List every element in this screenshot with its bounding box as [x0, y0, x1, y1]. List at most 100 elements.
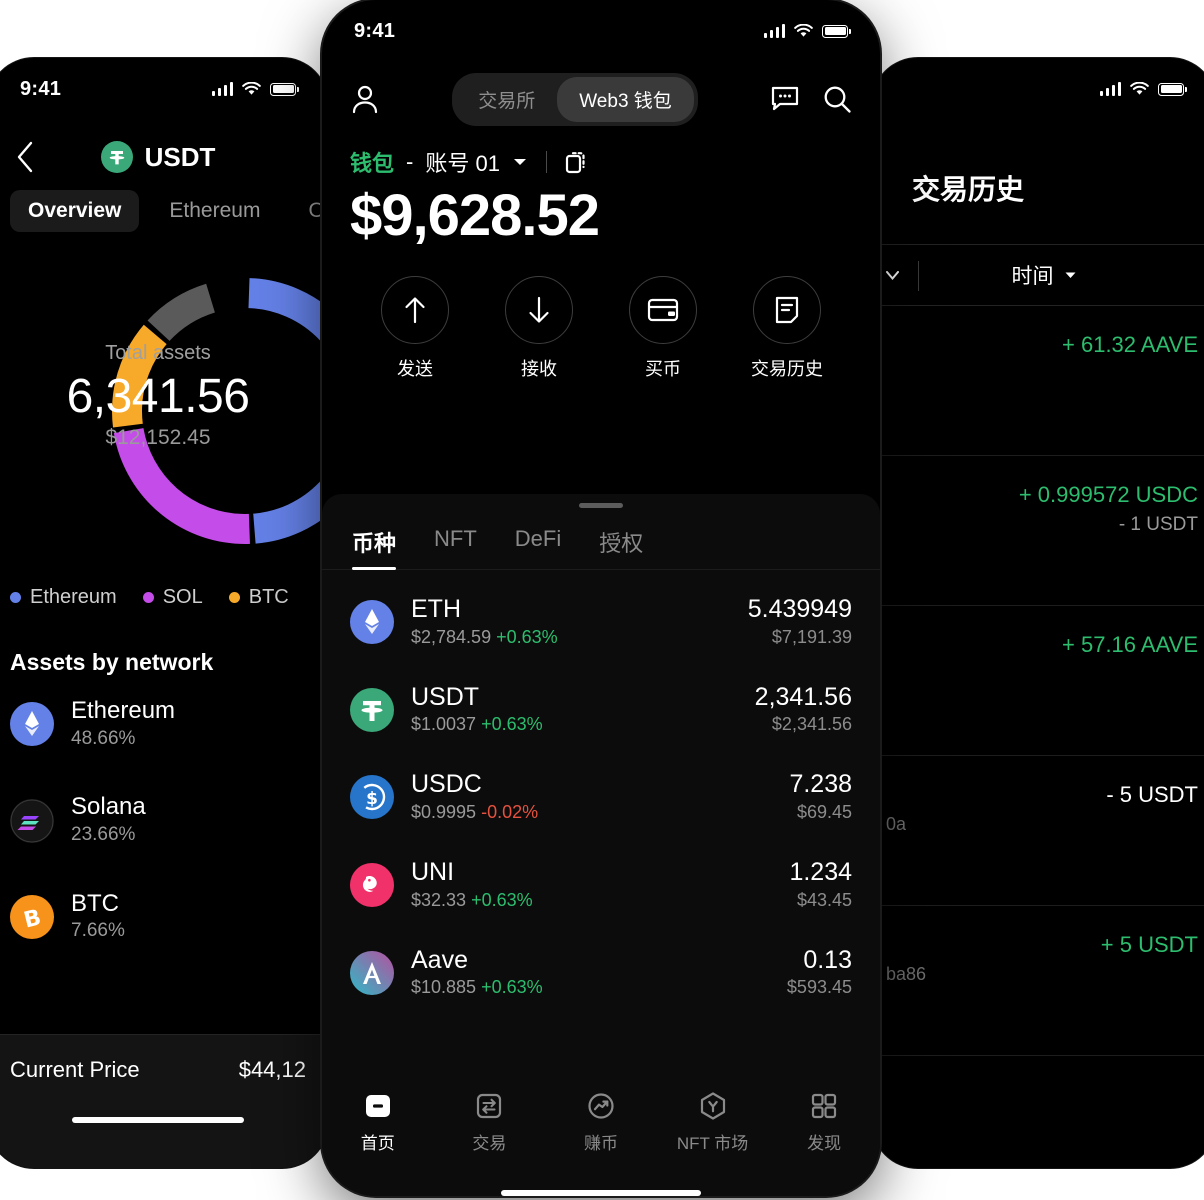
wifi-icon: [1130, 82, 1149, 96]
donut-total-label: Total assets: [105, 342, 211, 364]
transaction-amount: + 57.16 AAVE: [1062, 632, 1198, 657]
token-row-eth[interactable]: ETH $2,784.59 +0.63% 5.439949 $7,191.39: [322, 578, 880, 666]
token-value: $2,341.56: [771, 714, 852, 735]
account-selector-row[interactable]: 钱包 - 账号 01: [322, 124, 880, 178]
battery-icon: [1158, 82, 1187, 96]
home-indicator: [72, 1117, 244, 1123]
tab-approvals[interactable]: 授权: [599, 531, 644, 556]
account-separator: -: [406, 149, 414, 174]
transaction-row[interactable]: - 5 USDT 0a: [872, 756, 1204, 906]
token-info: Aave $10.885 +0.63%: [411, 945, 770, 1001]
sheet-grabber[interactable]: [579, 503, 623, 508]
legend-label-sol: SOL: [162, 586, 203, 608]
tab-tokens[interactable]: 币种: [352, 526, 397, 570]
network-row-ethereum[interactable]: Ethereum 48.66%: [0, 676, 328, 772]
segment-exchange[interactable]: 交易所: [478, 90, 536, 112]
action-send[interactable]: 发送: [370, 276, 460, 381]
transaction-amount: - 5 USDT: [1106, 782, 1198, 807]
signal-icon: [211, 82, 233, 96]
token-price: $2,784.59: [411, 626, 492, 647]
chat-bubble-icon[interactable]: [770, 85, 800, 113]
tab-defi[interactable]: DeFi: [514, 526, 562, 551]
chevron-down-icon[interactable]: [512, 157, 528, 167]
quick-actions: 发送 接收 买币 交易: [322, 250, 880, 381]
token-balance: 7.238 $69.45: [789, 769, 852, 825]
network-pct: 7.66%: [71, 920, 125, 942]
swap-icon: [473, 1090, 505, 1122]
current-price-row: Current Price $44,12: [0, 1035, 328, 1083]
page-title-text: USDT: [144, 141, 216, 172]
token-price-row: $10.885 +0.63%: [411, 975, 770, 1000]
tab-other[interactable]: O: [308, 199, 325, 222]
network-name: BTC: [71, 889, 119, 917]
svg-text:B: B: [21, 905, 43, 933]
network-row-btc[interactable]: B BTC 7.66%: [0, 869, 328, 965]
btc-icon: B: [10, 894, 54, 939]
token-price-row: $32.33 +0.63%: [411, 888, 772, 913]
center-phone-web3-wallet: 9:41 交易所 Web3 钱包: [322, 0, 880, 1196]
token-info: USDT $1.0037 +0.63%: [411, 682, 738, 738]
tabbar-item-trade[interactable]: 交易: [441, 1090, 537, 1154]
transaction-row[interactable]: + 5 USDT ba86: [872, 906, 1204, 1056]
token-value: $43.45: [796, 889, 852, 910]
donut-total-sub: $12,152.45: [105, 426, 211, 449]
chevron-left-icon[interactable]: [14, 140, 36, 174]
token-info: UNI $32.33 +0.63%: [411, 857, 772, 913]
action-buy-crypto[interactable]: 买币: [618, 276, 708, 381]
account-divider: [545, 151, 547, 173]
copy-icon[interactable]: [565, 149, 589, 175]
tabbar-item-discover[interactable]: 发现: [776, 1090, 872, 1154]
page-title: USDT: [0, 141, 328, 173]
tabbar-item-earn[interactable]: 赚币: [553, 1090, 649, 1154]
right-phone-transaction-history: 交易历史 时间 + 61.32 AAVE + 0.999572 USDC - 1…: [872, 58, 1204, 1168]
left-phone-screen: 9:41 USDT: [0, 58, 328, 1168]
tabbar-item-home[interactable]: 首页: [330, 1090, 426, 1154]
action-transaction-history[interactable]: 交易历史: [742, 276, 832, 381]
time-filter-row[interactable]: 时间: [872, 244, 1204, 306]
legend-dot-sol: [142, 592, 154, 603]
wifi-icon: [794, 24, 813, 38]
search-icon[interactable]: [822, 84, 852, 114]
transaction-row[interactable]: + 0.999572 USDC - 1 USDT: [872, 456, 1204, 606]
status-indicators: [1099, 82, 1187, 96]
current-price-value: $44,12: [238, 1057, 306, 1082]
usdc-icon: $: [350, 775, 394, 820]
token-row-usdc[interactable]: $ USDC $0.9995 -0.02% 7.238 $69.45: [322, 753, 880, 841]
donut-segment-ethereum: [111, 278, 328, 544]
network-row-solana[interactable]: Solana 23.66%: [0, 772, 328, 868]
action-receive[interactable]: 接收: [494, 276, 584, 381]
aave-icon: [350, 950, 394, 995]
tabbar-label: 首页: [360, 1134, 395, 1153]
transaction-row[interactable]: + 57.16 AAVE: [872, 606, 1204, 756]
token-list[interactable]: ETH $2,784.59 +0.63% 5.439949 $7,191.39: [322, 570, 880, 1076]
transaction-row[interactable]: + 61.32 AAVE: [872, 306, 1204, 456]
status-indicators: [763, 24, 851, 38]
tabbar-item-nft-market[interactable]: NFT 市场: [665, 1090, 761, 1154]
token-value: $593.45: [786, 977, 852, 998]
token-symbol: USDC: [411, 770, 482, 799]
network-pct: 23.66%: [71, 824, 136, 846]
token-price: $32.33: [411, 889, 467, 910]
left-footer-bar: Current Price $44,12: [0, 1034, 328, 1168]
token-value: $7,191.39: [771, 626, 852, 647]
person-icon[interactable]: [350, 83, 380, 115]
signal-icon: [1099, 82, 1121, 96]
token-row-aave[interactable]: Aave $10.885 +0.63% 0.13 $593.45: [322, 929, 880, 1017]
tab-overview[interactable]: Overview: [10, 190, 140, 232]
eth-icon: [350, 599, 394, 644]
token-row-usdt[interactable]: USDT $1.0037 +0.63% 2,341.56 $2,341.56: [322, 666, 880, 754]
donut-segment-sol: [111, 278, 328, 544]
token-amount: 2,341.56: [754, 682, 852, 711]
token-row-uni[interactable]: UNI $32.33 +0.63% 1.234 $43.45: [322, 841, 880, 929]
segment-web3-wallet[interactable]: Web3 钱包: [557, 76, 694, 122]
chevron-down-icon[interactable]: [1064, 271, 1077, 280]
sol-icon: [10, 798, 54, 843]
assets-sheet: 币种 NFT DeFi 授权 ETH $2,784.59: [322, 494, 880, 1196]
earn-icon: [585, 1090, 617, 1122]
tab-ethereum[interactable]: Ethereum: [169, 199, 261, 222]
tab-nft[interactable]: NFT: [434, 526, 477, 551]
chevron-down-icon-left[interactable]: [886, 271, 899, 280]
assets-by-network-title: Assets by network: [10, 649, 214, 675]
battery-icon: [270, 82, 299, 96]
